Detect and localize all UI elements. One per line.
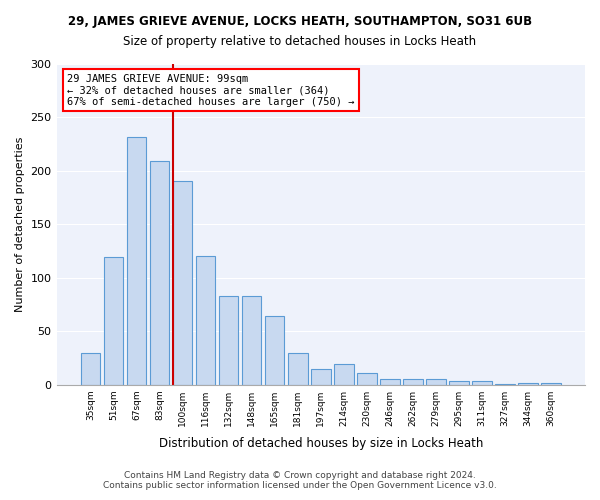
Bar — [380, 380, 400, 384]
Bar — [518, 382, 538, 384]
Text: 29, JAMES GRIEVE AVENUE, LOCKS HEATH, SOUTHAMPTON, SO31 6UB: 29, JAMES GRIEVE AVENUE, LOCKS HEATH, SO… — [68, 15, 532, 28]
Bar — [426, 380, 446, 384]
Bar — [104, 258, 123, 384]
Bar — [357, 373, 377, 384]
Bar — [219, 296, 238, 384]
Bar — [449, 382, 469, 384]
Bar — [149, 162, 169, 384]
Bar — [265, 316, 284, 384]
Bar — [334, 364, 353, 384]
Bar — [288, 352, 308, 384]
Bar — [472, 382, 492, 384]
Bar — [242, 296, 262, 384]
Y-axis label: Number of detached properties: Number of detached properties — [15, 136, 25, 312]
Bar — [541, 382, 561, 384]
Bar — [196, 256, 215, 384]
Text: 29 JAMES GRIEVE AVENUE: 99sqm
← 32% of detached houses are smaller (364)
67% of : 29 JAMES GRIEVE AVENUE: 99sqm ← 32% of d… — [67, 74, 355, 107]
Bar — [80, 352, 100, 384]
Text: Contains HM Land Registry data © Crown copyright and database right 2024.
Contai: Contains HM Land Registry data © Crown c… — [103, 470, 497, 490]
Bar — [311, 368, 331, 384]
Bar — [127, 136, 146, 384]
Bar — [403, 380, 423, 384]
X-axis label: Distribution of detached houses by size in Locks Heath: Distribution of detached houses by size … — [158, 437, 483, 450]
Bar — [173, 180, 193, 384]
Text: Size of property relative to detached houses in Locks Heath: Size of property relative to detached ho… — [124, 35, 476, 48]
